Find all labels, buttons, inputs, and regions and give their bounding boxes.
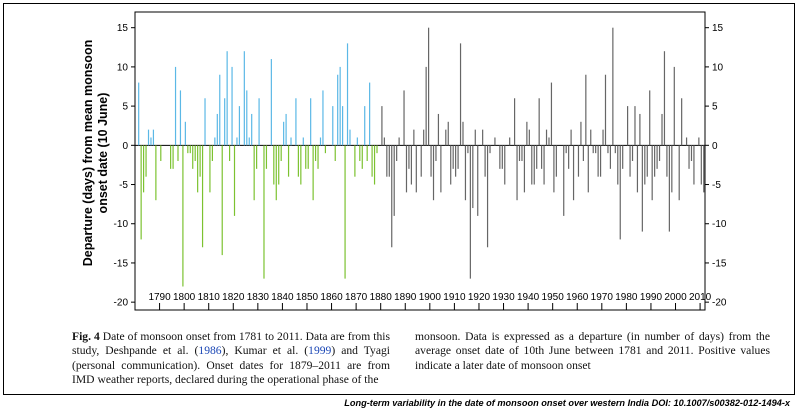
caption-text: ) and Tyagi (personal communication). On… [72,344,391,387]
xtick-label: 1810 [198,292,221,303]
ytick-left-label: -10 [114,219,129,230]
bar-series [135,27,705,287]
ytick-left-label: 0 [122,141,128,152]
caption-left-column: Fig. 4 Date of monsoon onset from 1781 t… [72,330,390,388]
citation-link[interactable]: 1999 [308,344,332,358]
plot-area-border [134,11,706,311]
ytick-left-label: -20 [114,298,129,309]
xtick-label: 1990 [640,292,663,303]
ytick-right-label: -15 [712,258,727,269]
ytick-right-label: -5 [712,180,721,191]
xtick-label: 1960 [566,292,589,303]
ytick-right-label: 0 [712,141,718,152]
y-axis-right: 15 10 5 0 -5 -10 -15 -20 [705,23,727,309]
xtick-label: 1870 [345,292,368,303]
y-axis-title-line: onset date (10 June) [96,93,110,214]
xtick-label: 1920 [468,292,491,303]
xtick-label: 1800 [173,292,196,303]
xtick-label: 1860 [320,292,343,303]
ytick-right-label: 10 [712,62,724,73]
xtick-label: 1910 [443,292,466,303]
ytick-right-label: 5 [712,102,718,113]
y-axis-title: Departure (days) from mean monsoon onset … [81,40,110,266]
footer-citation: Long-term variability in the date of mon… [344,398,790,408]
xtick-label: 1830 [247,292,270,303]
xtick-label: 1790 [148,292,171,303]
caption-text: ), Kumar et al. ( [221,344,309,358]
y-axis-title-line: Departure (days) from mean monsoon [81,40,95,266]
xtick-label: 1930 [492,292,515,303]
figure-label: Fig. 4 [72,330,100,343]
ytick-left-label: 5 [122,102,128,113]
ytick-left-label: -5 [119,180,128,191]
citation-link[interactable]: 1986 [198,344,222,358]
xtick-label: 1880 [370,292,393,303]
xtick-label: 2000 [664,292,687,303]
xtick-label: 1850 [296,292,319,303]
xtick-label: 2010 [689,292,712,303]
xtick-label: 1890 [394,292,417,303]
xtick-label: 1820 [222,292,245,303]
xtick-label: 1940 [517,292,540,303]
ytick-right-label: -10 [712,219,727,230]
ytick-left-label: 10 [117,62,129,73]
xtick-label: 1840 [271,292,294,303]
monsoon-onset-chart: 15 10 5 0 -5 -10 -15 -20 15 10 5 0 -5 -10 -15 -20 1790… [81,11,727,311]
xtick-label: 1970 [591,292,614,303]
xtick-label: 1950 [542,292,565,303]
x-axis: 1790 1800 1810 1820 1830 1840 1850 1860 1870 1880… [148,292,712,310]
ytick-right-label: -20 [712,298,727,309]
ytick-left-label: -15 [114,258,129,269]
ytick-left-label: 15 [117,23,129,34]
y-axis-left: 15 10 5 0 -5 -10 -15 -20 [114,23,135,309]
ytick-right-label: 15 [712,23,724,34]
caption-right-column: monsoon. Data is expressed as a departur… [415,330,770,372]
xtick-label: 1980 [615,292,638,303]
caption-text: Date of monsoon onset from 1781 to 2011.… [72,330,390,358]
xtick-label: 1900 [419,292,442,303]
figure-frame [3,3,795,395]
